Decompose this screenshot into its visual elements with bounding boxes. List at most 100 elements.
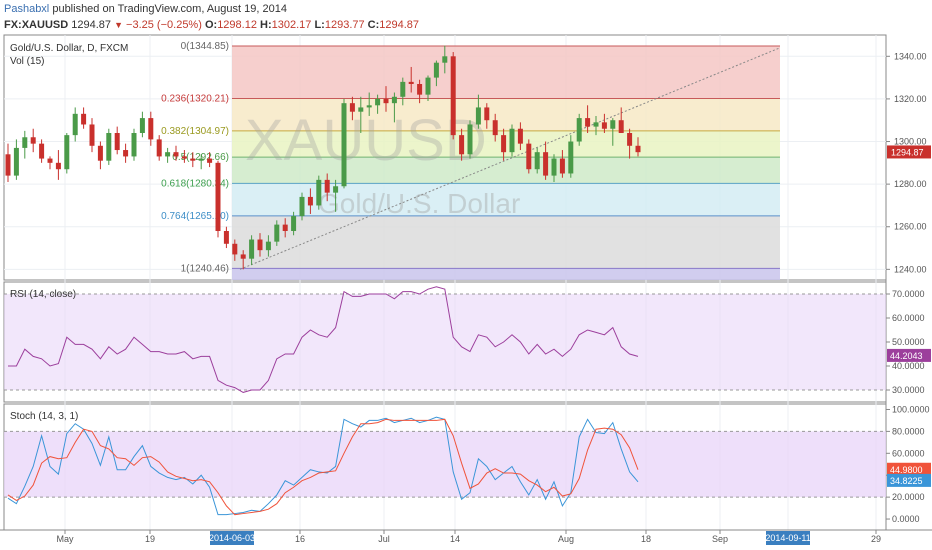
candle[interactable] [543, 141, 549, 180]
author-link[interactable]: Pashabxl [4, 3, 50, 15]
candle[interactable] [627, 128, 633, 159]
candle[interactable] [375, 94, 381, 114]
rsi-tick-label: 50.0000 [892, 337, 925, 347]
time-axis-date-tag [210, 531, 254, 545]
candle[interactable] [442, 45, 448, 74]
candle[interactable] [559, 150, 565, 178]
candle[interactable] [190, 152, 196, 168]
candle[interactable] [198, 154, 204, 170]
candle[interactable] [249, 235, 255, 266]
candle[interactable] [324, 173, 330, 202]
candle[interactable] [240, 250, 246, 270]
candle[interactable] [89, 118, 95, 153]
rsi-line[interactable] [8, 286, 639, 393]
candle[interactable] [223, 226, 229, 249]
candle[interactable] [265, 235, 271, 257]
candle[interactable] [366, 92, 372, 116]
price-axis[interactable] [886, 35, 932, 530]
candle[interactable] [341, 98, 347, 189]
candle[interactable] [5, 143, 11, 182]
candle[interactable] [165, 147, 171, 163]
candle[interactable] [593, 115, 599, 136]
candle[interactable] [148, 111, 154, 146]
candle[interactable] [55, 150, 61, 180]
candle[interactable] [450, 52, 456, 140]
candle[interactable] [534, 147, 540, 174]
candle[interactable] [635, 137, 641, 157]
candle[interactable] [333, 179, 339, 212]
candle[interactable] [467, 120, 473, 159]
candle[interactable] [568, 135, 574, 178]
candle[interactable] [22, 130, 28, 159]
candle[interactable] [139, 111, 145, 138]
fib-level-label: 0.618(1280.34) [161, 178, 229, 189]
candle[interactable] [72, 107, 78, 142]
publisher-line: Pashabxl published on TradingView.com, A… [4, 3, 287, 15]
candle[interactable] [64, 133, 70, 174]
candle[interactable] [433, 60, 439, 87]
stoch-k-value-tag [887, 473, 931, 487]
candle[interactable] [391, 92, 397, 123]
candle[interactable] [131, 128, 137, 161]
candle[interactable] [13, 139, 19, 180]
candle[interactable] [576, 113, 582, 146]
candle[interactable] [601, 113, 607, 133]
candle[interactable] [123, 143, 129, 163]
candle[interactable] [274, 220, 280, 246]
candle[interactable] [501, 128, 507, 161]
candle[interactable] [358, 96, 364, 133]
candle[interactable] [526, 139, 532, 174]
candle[interactable] [492, 113, 498, 142]
symbol-label[interactable]: FX:XAUUSD [4, 19, 69, 31]
candle[interactable] [81, 107, 87, 129]
stoch-tick-label: 0.0000 [892, 514, 920, 524]
candle[interactable] [299, 192, 305, 221]
candle[interactable] [349, 96, 355, 121]
candle[interactable] [408, 66, 414, 93]
candle[interactable] [316, 175, 322, 210]
stoch-d-line[interactable] [7, 418, 639, 516]
candle[interactable] [585, 105, 591, 133]
candle[interactable] [459, 128, 465, 161]
candle[interactable] [517, 122, 523, 151]
candle[interactable] [47, 156, 53, 170]
trend-line[interactable] [239, 47, 781, 270]
candle[interactable] [181, 150, 187, 163]
candle[interactable] [400, 77, 406, 106]
candle[interactable] [257, 233, 263, 257]
candle[interactable] [207, 152, 213, 168]
candle[interactable] [39, 139, 45, 163]
candle[interactable] [610, 118, 616, 146]
candle[interactable] [484, 103, 490, 129]
candle[interactable] [215, 160, 221, 238]
price-tick-label: 1260.00 [894, 222, 927, 232]
candle[interactable] [114, 126, 120, 155]
candle[interactable] [30, 128, 36, 153]
candle[interactable] [173, 145, 179, 161]
candle[interactable] [383, 86, 389, 112]
candle[interactable] [307, 188, 313, 214]
price-tick-label: 1280.00 [894, 179, 927, 189]
rsi-tick-label: 30.0000 [892, 385, 925, 395]
candle[interactable] [417, 79, 423, 104]
candle[interactable] [291, 211, 297, 236]
candle[interactable] [475, 94, 481, 129]
candle[interactable] [509, 124, 515, 157]
candle[interactable] [551, 154, 557, 182]
price-tick-label: 1300.00 [894, 137, 927, 147]
candle[interactable] [282, 218, 288, 238]
rsi-value-tag-label: 44.2043 [890, 351, 923, 361]
time-axis-label: Aug [558, 534, 574, 544]
candle[interactable] [425, 75, 431, 102]
last-price: 1294.87 [71, 19, 111, 31]
volume-label: Vol (15) [10, 56, 44, 67]
fib-zone [232, 157, 780, 184]
price-panel-title: Gold/U.S. Dollar, D, FXCM [10, 43, 128, 54]
candle[interactable] [232, 239, 238, 261]
fib-level-label: 0.236(1320.21) [161, 93, 229, 104]
candle[interactable] [618, 107, 624, 133]
candle[interactable] [156, 135, 162, 161]
candle[interactable] [106, 128, 112, 165]
candle[interactable] [97, 141, 103, 170]
